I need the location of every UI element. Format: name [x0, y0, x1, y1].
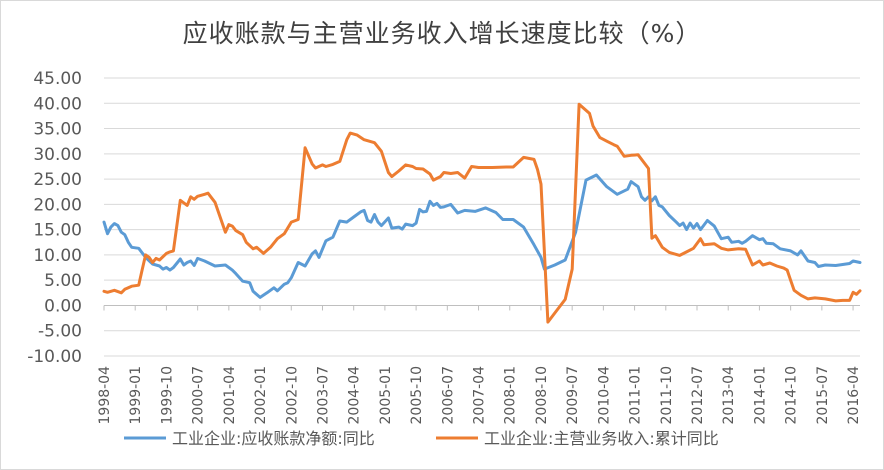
grid-lines: [104, 77, 860, 357]
x-tick-label: 2011-01: [628, 366, 644, 425]
y-tick-label: 25.00: [33, 170, 82, 190]
y-tick-label: -10.00: [27, 347, 82, 367]
x-tick-label: 2013-04: [721, 366, 737, 425]
axes: 45.00 40.00 35.00 30.00 25.00 20.00 15.00 10.00…: [27, 69, 862, 425]
x-tick-label: 2011-10: [659, 366, 675, 425]
series-line-2: [102, 102, 862, 324]
y-tick-label: 0.00: [44, 296, 82, 316]
y-tick-label: 5.00: [44, 271, 82, 291]
x-tick-label: 2014-01: [752, 366, 768, 425]
x-tick-label: 2008-10: [534, 366, 550, 425]
y-tick-label: 20.00: [33, 195, 82, 215]
x-tick-label: 2016-04: [846, 366, 862, 425]
y-tick-label: 10.00: [33, 246, 82, 266]
x-tick-label: 2005-01: [378, 366, 394, 425]
x-tick-label: 2000-07: [191, 366, 207, 425]
y-tick-label: -5.00: [38, 322, 82, 342]
legend: 工业企业:应收账款净额:同比 工业企业:主营业务收入:累计同比: [124, 429, 719, 448]
x-tick-label: 2001-04: [222, 366, 238, 425]
y-tick-label: 30.00: [33, 145, 82, 165]
y-tick-label: 35.00: [33, 120, 82, 140]
x-tick-label: 2003-07: [315, 366, 331, 425]
chart-title: 应收账款与主营业务收入增长速度比较（%）: [182, 19, 702, 48]
x-tick-label: 2015-07: [815, 366, 831, 425]
x-tick-label: 2014-10: [784, 366, 800, 425]
x-tick-label: 2010-04: [596, 366, 612, 425]
x-tick-label: 2006-07: [440, 366, 456, 425]
x-tick-label: 2002-10: [284, 366, 300, 425]
y-tick-label: 45.00: [33, 69, 82, 89]
legend-label-2: 工业企业:主营业务收入:累计同比: [484, 429, 719, 448]
x-tick-label: 1999-01: [128, 366, 144, 425]
x-tick-label: 2007-04: [472, 366, 488, 425]
x-tick-label: 2009-07: [565, 366, 581, 425]
x-tick-label: 2012-07: [690, 366, 706, 425]
y-tick-label: 40.00: [33, 94, 82, 114]
y-tick-label: 15.00: [33, 221, 82, 241]
legend-label-1: 工业企业:应收账款净额:同比: [172, 429, 375, 448]
x-tick-label: 2002-01: [253, 366, 269, 425]
x-tick-label: 1998-04: [97, 366, 113, 425]
series-lines: [102, 102, 862, 324]
x-tick-label: 2008-01: [503, 366, 519, 425]
series-line-1: [102, 173, 862, 299]
x-tick-label: 2004-04: [347, 366, 363, 425]
x-tick-label: 1999-10: [159, 366, 175, 425]
x-tick-label: 2005-10: [409, 366, 425, 425]
